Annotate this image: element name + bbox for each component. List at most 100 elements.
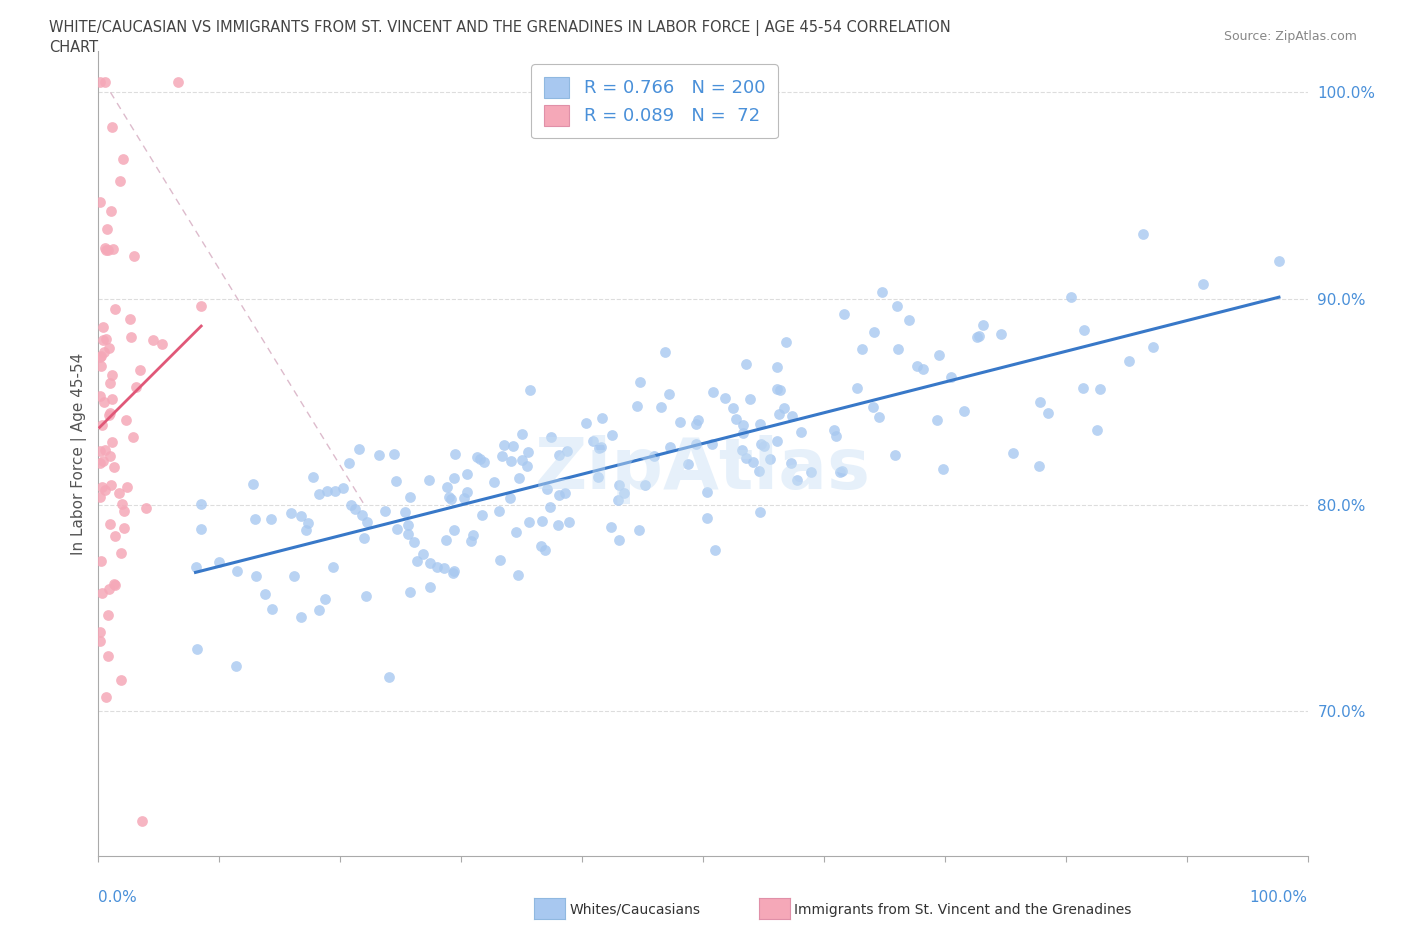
Point [741,454,763,469]
Point [862,325,884,339]
Point [332,481,354,496]
Point [103,577,125,591]
Point [167,74,190,89]
Point [886,299,908,314]
Text: 0.0%: 0.0% [98,890,138,905]
Point [97,340,120,355]
Text: WHITE/CAUCASIAN VS IMMIGRANTS FROM ST. VINCENT AND THE GRENADINES IN LABOR FORCE: WHITE/CAUCASIAN VS IMMIGRANTS FROM ST. V… [49,20,950,36]
Point [780,456,803,471]
Point [627,523,650,538]
Point [356,514,378,529]
Point [516,445,538,459]
Point [548,488,571,503]
Point [925,412,948,427]
Point [591,410,613,425]
Point [928,348,950,363]
Point [208,554,231,569]
Point [353,531,375,546]
Point [190,522,212,537]
Point [491,448,513,463]
Text: Source: ZipAtlas.com: Source: ZipAtlas.com [1223,30,1357,43]
Point [1118,353,1140,368]
Point [862,400,884,415]
Point [112,520,135,535]
Point [225,658,247,673]
Point [111,497,134,512]
Point [404,535,426,550]
Point [768,406,790,421]
Point [516,458,538,473]
Point [790,425,813,440]
Point [98,376,121,391]
Point [89,633,111,648]
Point [142,333,165,348]
Point [441,565,464,580]
Point [444,446,467,461]
Point [308,486,330,501]
Point [443,471,465,485]
Point [101,392,124,406]
Point [419,579,441,594]
Point [686,413,709,428]
Point [100,204,122,219]
Point [643,449,665,464]
Point [494,438,516,453]
Point [186,642,208,657]
Point [952,404,974,418]
Point [460,533,482,548]
Point [89,456,111,471]
Point [1192,277,1215,292]
Text: 100.0%: 100.0% [1250,890,1308,905]
Point [586,470,609,485]
Point [1142,339,1164,354]
Point [89,194,111,209]
Point [440,491,463,506]
Point [738,392,761,406]
Point [905,359,928,374]
Point [1132,227,1154,242]
Point [534,542,557,557]
Point [398,584,420,599]
Point [685,437,707,452]
Text: ZipAtlas: ZipAtlas [536,435,870,504]
Point [868,409,890,424]
Point [668,414,690,429]
Point [1002,445,1025,460]
Point [121,430,143,445]
Point [93,394,115,409]
Point [433,560,456,575]
Point [260,512,283,526]
Point [700,436,723,451]
Point [384,446,406,461]
Point [94,243,117,258]
Point [733,418,755,432]
Point [972,318,994,333]
Point [558,514,581,529]
Point [461,527,484,542]
Point [347,442,370,457]
Point [654,344,676,359]
Point [607,532,630,547]
Point [613,485,636,500]
Point [434,533,457,548]
Point [385,522,408,537]
Point [110,672,132,687]
Point [97,407,120,422]
Point [659,440,682,455]
Point [190,497,212,512]
Point [588,441,610,456]
Point [90,585,112,600]
Point [966,329,988,344]
Point [93,241,115,256]
Text: Immigrants from St. Vincent and the Grenadines: Immigrants from St. Vincent and the Gren… [794,902,1132,917]
Point [628,375,651,390]
Point [297,515,319,530]
Point [118,312,141,326]
Point [467,449,489,464]
Point [517,514,540,529]
Point [101,367,124,382]
Point [89,388,111,403]
Point [290,509,312,524]
Point [1036,405,1059,420]
Point [536,482,558,497]
